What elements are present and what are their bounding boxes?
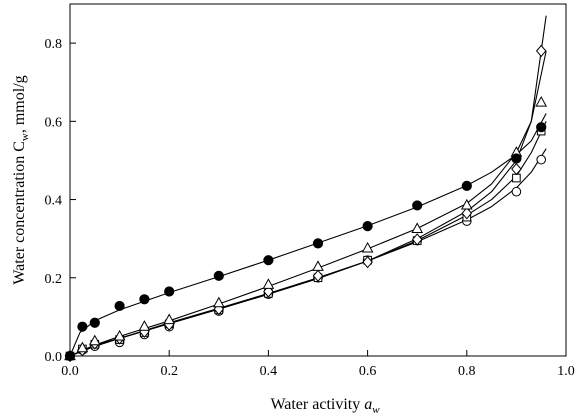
data-point-filled-circle [511,153,522,164]
y-axis-label-unit: , mmol/g [11,75,28,133]
data-point-open-circle [536,154,547,165]
data-point-open-triangle [138,320,151,331]
data-point-filled-circle [312,238,324,249]
data-markers [64,44,548,363]
x-tick-label: 0.4 [260,364,278,379]
data-point-open-circle [511,186,522,197]
data-point-filled-circle [263,255,274,266]
axis-ticks: 0.0 0.2 0.4 0.6 0.8 1.0 0.0 0.2 0.4 0.6 0.8 [45,37,575,379]
data-point-filled-circle [77,321,88,332]
y-axis-label-subscript: w [19,133,31,141]
data-point-filled-circle [362,221,373,232]
fit-curve-open-square [69,121,547,357]
data-point-filled-circle [114,300,125,312]
data-point-open-triangle [262,278,275,289]
data-point-filled-circle [139,294,150,305]
data-point-open-diamond [411,233,423,246]
fit-curve-open-triangle [69,50,547,357]
fit-curve-filled-circle [69,113,547,357]
x-tick-label: 0.2 [160,364,178,379]
x-tick-label: 1.0 [557,364,575,379]
y-tick-label: 0.0 [45,350,63,365]
data-point-open-triangle [361,241,374,253]
data-point-filled-circle [536,122,547,133]
data-point-filled-circle [164,286,175,297]
plot-frame [69,3,567,357]
x-axis-label-symbol: a [364,396,372,413]
data-point-open-diamond [511,162,522,176]
fit-curves [69,15,547,357]
data-point-open-triangle [163,313,176,325]
y-axis-label: Water concentration Cw, mmol/g [11,75,31,284]
data-point-open-triangle [113,329,126,341]
data-point-filled-circle [412,200,423,211]
data-point-open-diamond [461,207,473,220]
data-point-open-diamond [535,44,547,58]
data-point-filled-circle [461,180,472,191]
x-axis-label-subscript: w [372,404,380,416]
y-tick-label: 0.8 [45,37,63,52]
data-point-open-triangle [460,198,473,210]
y-tick-label: 0.6 [45,115,63,130]
data-point-filled-circle [89,317,100,328]
fit-curve-open-diamond [69,15,547,357]
data-point-filled-circle [213,270,224,281]
data-point-open-diamond [312,269,324,282]
y-tick-label: 0.2 [45,272,63,287]
data-point-open-diamond [362,255,373,269]
data-point-open-diamond [263,285,274,298]
x-tick-label: 0.8 [458,364,476,379]
x-axis-label-text: Water activity [270,396,360,413]
y-axis-label-text: Water concentration C [11,141,28,285]
data-point-open-triangle [312,260,324,271]
data-point-filled-circle [64,350,76,362]
data-point-open-square [512,173,521,183]
x-tick-label: 0.6 [359,364,377,379]
data-point-open-triangle [411,222,424,233]
data-point-open-triangle [212,296,225,308]
fit-curve-open-circle [69,148,547,357]
data-point-open-triangle [76,341,89,353]
x-tick-label: 0.0 [61,364,79,379]
data-point-open-triangle [88,334,101,346]
y-tick-label: 0.4 [45,194,63,209]
data-point-open-triangle [535,96,548,107]
x-axis-label: Water activity aw [270,396,380,416]
